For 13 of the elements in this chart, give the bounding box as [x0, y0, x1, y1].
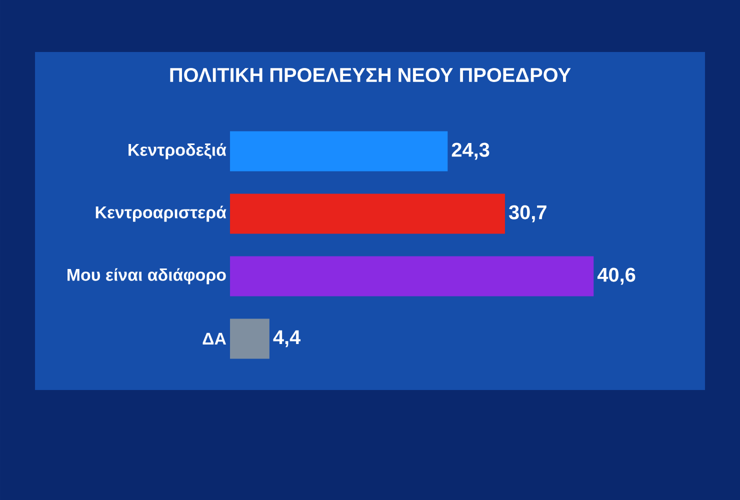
y-tick-label: Μου είναι αδιάφορο [68, 268, 226, 284]
data-label: 30,7 [508, 205, 546, 222]
data-label: 24,3 [452, 142, 490, 160]
bar [230, 131, 448, 172]
data-label: 4,4 [273, 330, 301, 348]
y-tick-label: ΔΑ [202, 332, 226, 345]
bar [230, 194, 505, 234]
data-label: 40,6 [597, 268, 636, 285]
y-tick-label: Κεντροαριστερά [96, 206, 226, 222]
chart-title: ΠΟΛΙΤΙΚΗ ΠΡΟΕΛΕΥΣΗ ΝΕΟΥ ΠΡΟΕΔΡΟΥ [170, 68, 571, 82]
bar [230, 256, 594, 296]
y-tick-label: Κεντροδεξιά [128, 143, 226, 160]
bar [230, 318, 270, 359]
